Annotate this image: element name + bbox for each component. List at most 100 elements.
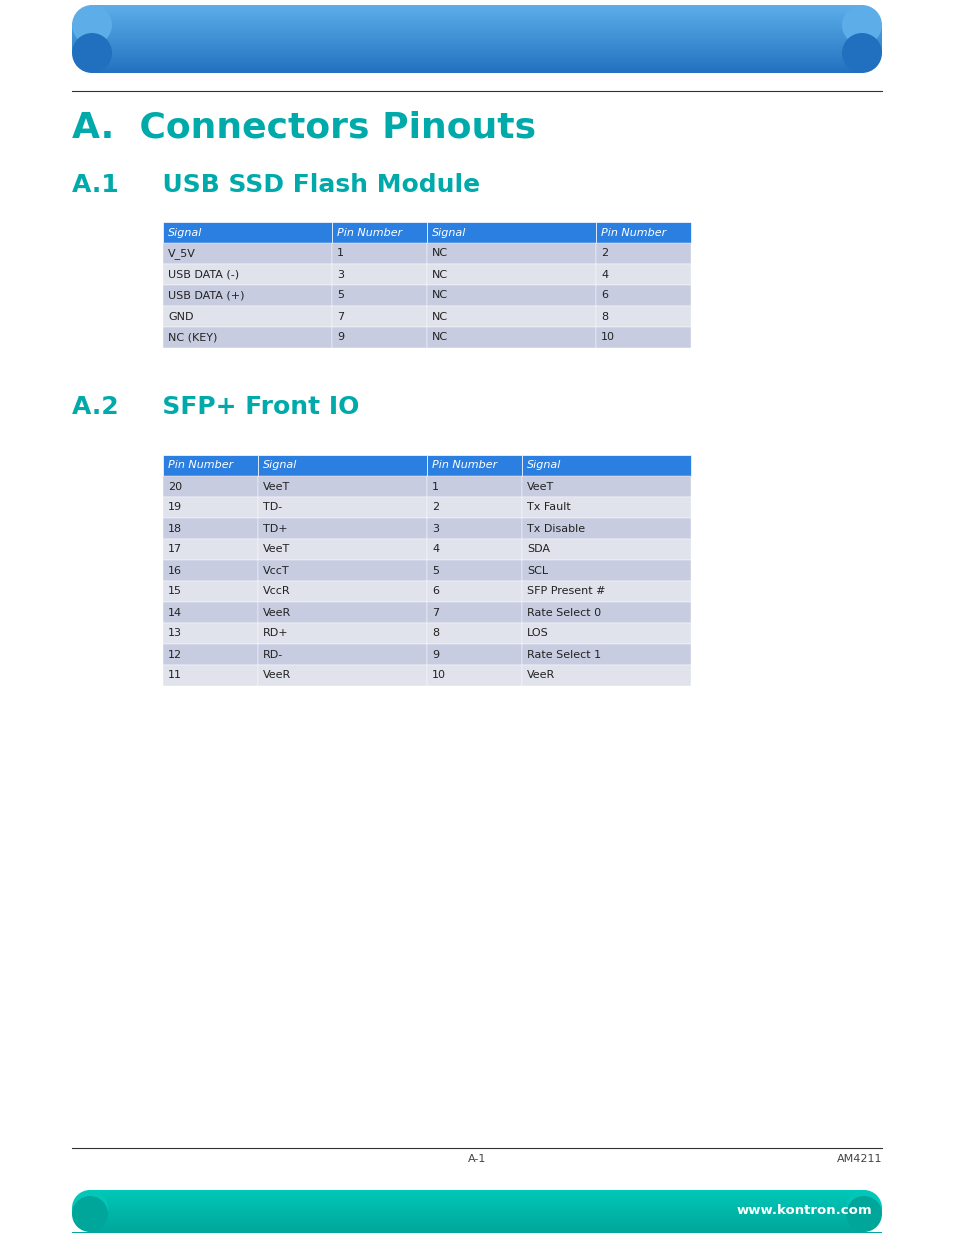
Bar — [71, 1199, 882, 1200]
Bar — [71, 1202, 882, 1203]
Bar — [163, 517, 257, 538]
Bar — [71, 9, 882, 10]
Bar — [163, 327, 332, 348]
Bar — [71, 1218, 882, 1219]
Bar — [427, 580, 521, 601]
Bar — [71, 1191, 90, 1208]
Text: 5: 5 — [336, 290, 344, 300]
Text: A-1: A-1 — [467, 1153, 486, 1165]
Bar — [71, 1219, 882, 1221]
Bar — [71, 49, 882, 51]
Bar — [71, 1214, 90, 1233]
Bar — [71, 25, 882, 26]
Bar — [427, 243, 596, 264]
Bar — [71, 1220, 882, 1221]
Bar — [71, 12, 882, 15]
Text: SFP Present #: SFP Present # — [526, 587, 605, 597]
Bar — [521, 580, 690, 601]
Text: 18: 18 — [168, 524, 182, 534]
Text: VeeT: VeeT — [263, 545, 290, 555]
Text: 16: 16 — [168, 566, 182, 576]
Bar — [71, 1191, 882, 1192]
Bar — [71, 1228, 882, 1229]
Bar — [71, 1209, 882, 1210]
Bar — [71, 1214, 882, 1215]
Bar — [71, 1223, 882, 1224]
Bar — [427, 306, 596, 327]
Bar — [71, 42, 882, 44]
Bar — [71, 46, 882, 47]
Bar — [71, 56, 882, 58]
Text: VeeR: VeeR — [263, 671, 291, 680]
Bar — [71, 1208, 882, 1209]
Bar — [332, 222, 427, 243]
Bar — [71, 1229, 882, 1230]
Bar — [71, 54, 882, 56]
Bar — [427, 285, 596, 306]
Text: 19: 19 — [168, 503, 182, 513]
Bar — [427, 559, 521, 580]
Bar — [257, 517, 427, 538]
Bar — [71, 26, 882, 28]
Text: 3: 3 — [336, 269, 344, 279]
Bar — [427, 327, 596, 348]
Bar — [71, 1212, 882, 1213]
Bar — [71, 53, 882, 54]
Bar — [427, 643, 521, 664]
Bar — [71, 54, 882, 57]
Bar — [596, 243, 690, 264]
Text: 20: 20 — [168, 482, 182, 492]
Bar — [71, 1204, 882, 1205]
Text: LOS: LOS — [526, 629, 548, 638]
Bar — [521, 538, 690, 559]
Bar — [71, 1216, 882, 1218]
Bar — [71, 20, 882, 21]
Bar — [71, 23, 882, 25]
Bar — [521, 517, 690, 538]
Bar — [71, 63, 882, 64]
Text: Rate Select 1: Rate Select 1 — [526, 650, 600, 659]
Text: 1: 1 — [336, 248, 344, 258]
Bar — [163, 538, 257, 559]
Bar — [71, 15, 882, 17]
Bar — [71, 6, 882, 7]
Bar — [596, 306, 690, 327]
Bar — [521, 475, 690, 496]
Bar — [71, 1207, 882, 1208]
Bar — [71, 1215, 882, 1216]
Bar — [163, 622, 257, 643]
Text: VeeT: VeeT — [263, 482, 290, 492]
Bar — [427, 496, 521, 517]
Bar — [71, 41, 882, 43]
Text: 3: 3 — [432, 524, 438, 534]
Bar — [71, 1221, 882, 1223]
Text: 4: 4 — [600, 269, 607, 279]
Bar — [71, 1224, 882, 1225]
Bar — [521, 622, 690, 643]
Bar — [163, 601, 257, 622]
Bar — [71, 26, 882, 27]
Circle shape — [71, 1191, 108, 1226]
Bar — [521, 643, 690, 664]
Bar — [163, 222, 332, 243]
Bar — [427, 475, 521, 496]
Bar — [71, 1226, 882, 1229]
Text: RD+: RD+ — [263, 629, 289, 638]
Bar — [427, 517, 521, 538]
Bar — [427, 622, 521, 643]
Bar — [71, 1210, 882, 1212]
Text: 10: 10 — [600, 332, 615, 342]
Text: TD-: TD- — [263, 503, 282, 513]
Bar — [163, 285, 332, 306]
Text: 1: 1 — [432, 482, 438, 492]
Text: AM4211: AM4211 — [836, 1153, 882, 1165]
Bar — [71, 57, 882, 59]
Bar — [163, 264, 332, 285]
Bar — [71, 58, 882, 61]
Text: VccR: VccR — [263, 587, 291, 597]
Bar — [332, 285, 427, 306]
Text: RD-: RD- — [263, 650, 283, 659]
Bar — [163, 580, 257, 601]
Text: Rate Select 0: Rate Select 0 — [526, 608, 600, 618]
Bar — [71, 21, 882, 22]
